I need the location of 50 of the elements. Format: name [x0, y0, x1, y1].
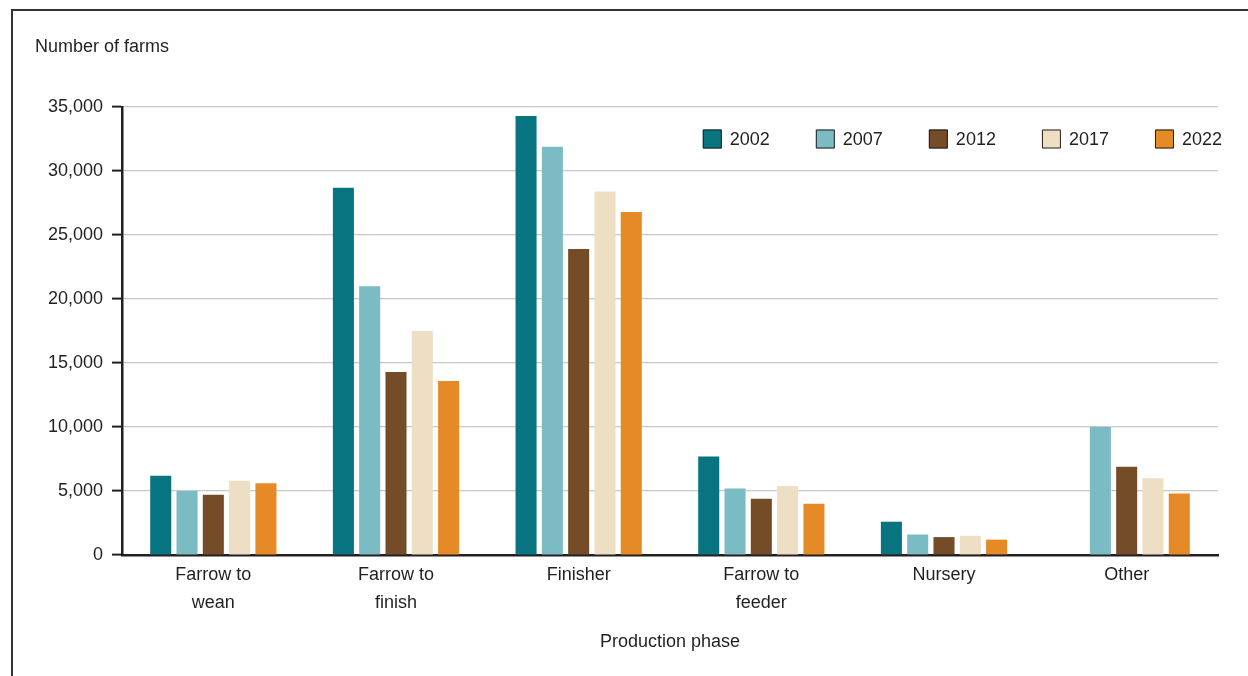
- bar: [332, 187, 354, 555]
- bar: [1116, 466, 1138, 555]
- bar: [959, 535, 981, 555]
- bar: [150, 475, 172, 555]
- bar: [933, 537, 955, 555]
- bar: [880, 521, 902, 555]
- bar: [750, 498, 772, 555]
- y-axis-title: Number of farms: [35, 35, 170, 56]
- bar: [594, 191, 616, 555]
- y-tick-label: 0: [92, 543, 103, 564]
- y-tick-label: 10,000: [47, 415, 103, 436]
- bar: [411, 331, 433, 555]
- bar: [803, 503, 825, 555]
- y-tick-label: 5,000: [57, 479, 103, 500]
- x-tick-label: Farrow to feeder: [723, 563, 800, 612]
- legend-label: 2002: [729, 128, 770, 149]
- y-tick-label: 20,000: [47, 287, 103, 308]
- bar: [202, 494, 224, 555]
- legend-label: 2022: [1181, 128, 1222, 149]
- bar: [986, 539, 1008, 555]
- legend-label: 2007: [842, 128, 883, 149]
- bar: [385, 371, 407, 555]
- bar: [515, 115, 537, 555]
- x-tick-label: Finisher: [546, 563, 611, 584]
- bar: [541, 146, 563, 555]
- y-tick-label: 15,000: [47, 351, 103, 372]
- bar: [1168, 493, 1190, 555]
- x-axis-title: Production phase: [599, 630, 741, 651]
- bar: [438, 380, 460, 555]
- y-tick-label: 25,000: [47, 223, 103, 244]
- x-tick-label: Nursery: [912, 563, 976, 584]
- bar: [176, 491, 198, 555]
- bar: [255, 483, 277, 555]
- bar: [229, 480, 251, 555]
- bar: [1142, 478, 1164, 555]
- bar: [1089, 427, 1111, 555]
- x-tick-label: Other: [1104, 563, 1150, 584]
- y-tick-label: 30,000: [47, 159, 103, 180]
- bar: [907, 534, 929, 555]
- x-tick-label: Farrow to wean: [175, 563, 252, 612]
- legend-label: 2012: [955, 128, 996, 149]
- legend-label: 2017: [1068, 128, 1109, 149]
- x-tick-label: Farrow to finish: [357, 563, 435, 612]
- bar: [568, 249, 590, 555]
- bar: [777, 485, 799, 555]
- bar: [724, 488, 746, 555]
- bar: [359, 286, 381, 555]
- bar: [698, 456, 720, 555]
- bar: [620, 211, 642, 555]
- y-tick-label: 35,000: [47, 95, 103, 116]
